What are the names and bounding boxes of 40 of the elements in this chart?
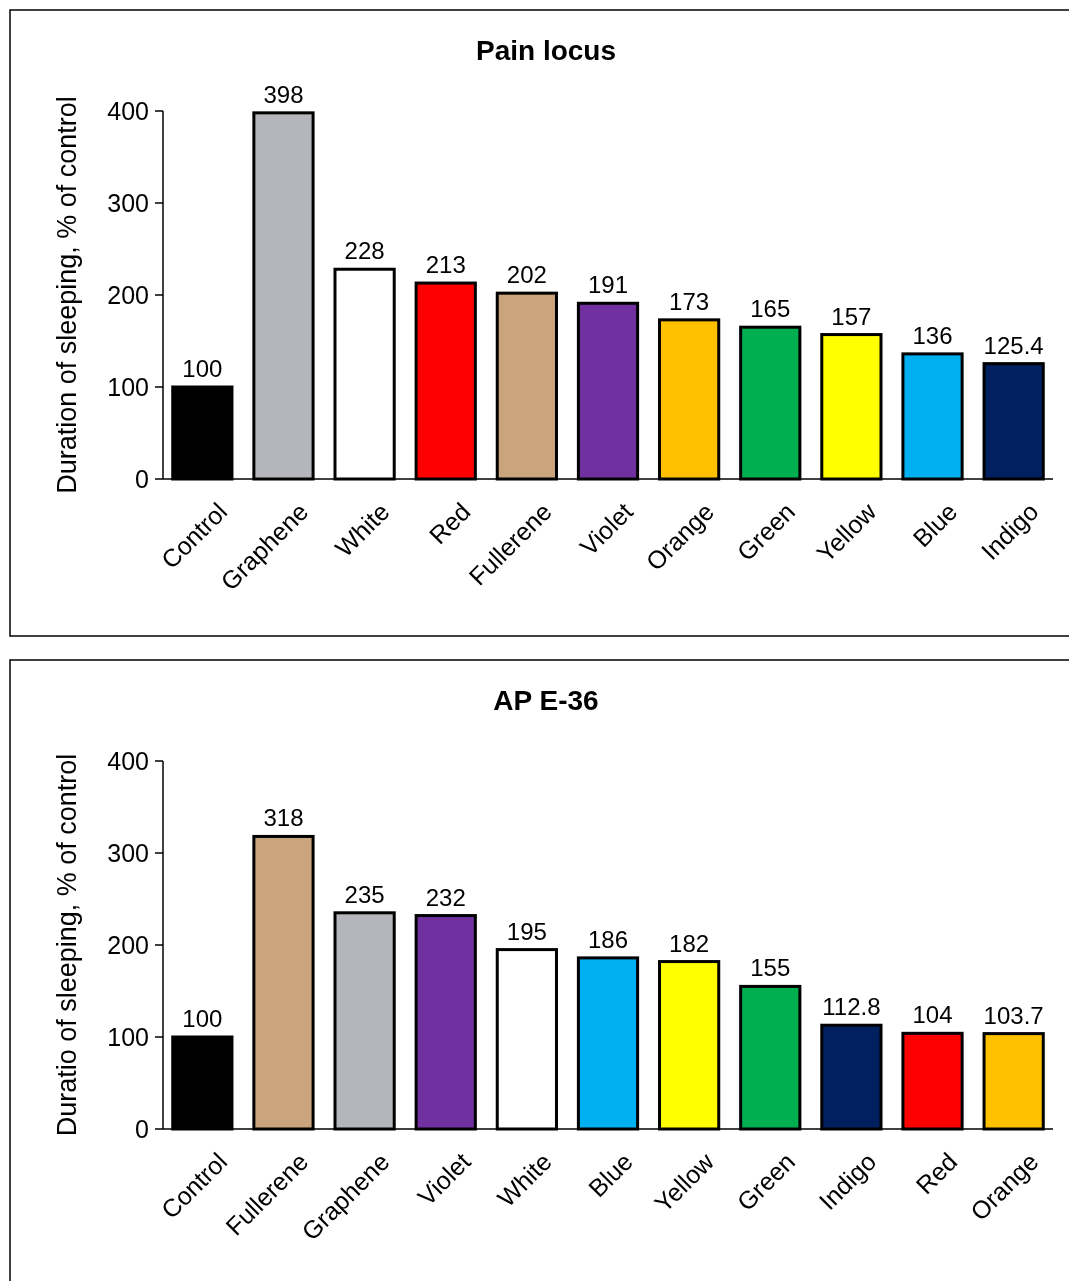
data-label: 104 <box>912 1001 953 1029</box>
x-tick-label: Red <box>910 1147 963 1200</box>
data-label: 125.4 <box>983 331 1044 359</box>
data-label: 235 <box>344 880 385 908</box>
y-axis-title: Duration of sleeping, % of control <box>52 96 82 494</box>
y-tick-label: 300 <box>107 838 149 867</box>
data-label: 318 <box>263 804 304 832</box>
chart-title: AP E-36 <box>493 685 599 716</box>
y-tick-label: 300 <box>107 188 149 217</box>
data-label: 100 <box>182 1005 223 1032</box>
x-tick-label: Blue <box>907 497 963 553</box>
data-label: 182 <box>669 929 710 957</box>
data-label: 103.7 <box>983 1001 1044 1029</box>
data-label: 173 <box>669 287 710 315</box>
y-tick-label: 400 <box>107 746 149 775</box>
y-tick-label: 0 <box>135 1114 149 1143</box>
y-tick-label: 0 <box>135 464 149 493</box>
data-label: 165 <box>750 295 791 323</box>
data-label: 112.8 <box>822 993 881 1021</box>
data-label: 232 <box>425 883 466 911</box>
x-tick-label: Red <box>423 497 476 550</box>
data-label: 228 <box>344 237 385 265</box>
chart-title: Pain locus <box>475 35 617 66</box>
data-label: 213 <box>425 251 466 279</box>
data-label: 191 <box>587 271 629 299</box>
x-tick-label: Blue <box>582 1147 638 1203</box>
y-tick-label: 100 <box>107 372 149 401</box>
data-label: 136 <box>912 321 953 349</box>
y-tick-label: 100 <box>107 1022 149 1051</box>
data-label: 398 <box>263 80 304 108</box>
data-label: 155 <box>750 954 791 982</box>
data-label: 100 <box>182 355 223 382</box>
data-label: 157 <box>831 302 872 330</box>
y-tick-label: 400 <box>107 96 149 125</box>
data-label: 186 <box>587 925 629 953</box>
y-axis-title: Duratio of sleeping, % of control <box>52 753 82 1137</box>
data-label: 195 <box>506 917 547 945</box>
data-label: 202 <box>506 261 547 289</box>
y-tick-label: 200 <box>107 280 149 309</box>
y-tick-label: 200 <box>107 930 149 959</box>
